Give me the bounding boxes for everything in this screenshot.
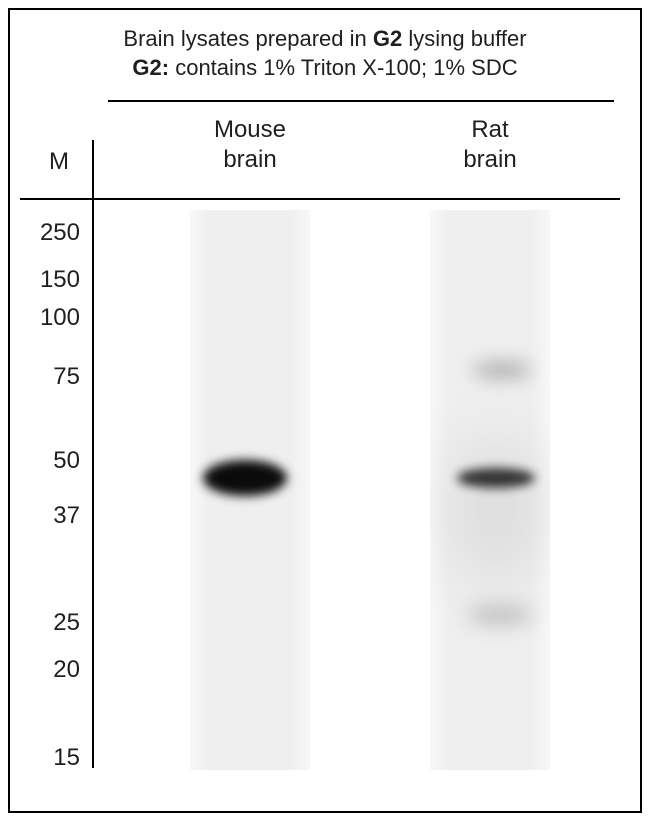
- marker-column-divider: [92, 140, 94, 768]
- marker-150: 150: [18, 266, 80, 294]
- lane-rat: [430, 210, 550, 770]
- lane-rat-band-0: [472, 361, 532, 379]
- marker-75: 75: [18, 363, 80, 391]
- header-line-1: Brain lysates prepared in G2 lysing buff…: [0, 26, 650, 52]
- marker-15: 15: [18, 744, 80, 772]
- lane-rat-band-1: [457, 468, 535, 488]
- marker-37: 37: [18, 502, 80, 530]
- lane-label-mouse-2: brain: [190, 146, 310, 174]
- figure-canvas: Brain lysates prepared in G2 lysing buff…: [0, 0, 650, 821]
- marker-column-label: M: [38, 148, 80, 176]
- marker-100: 100: [18, 304, 80, 332]
- header-line-2: G2: contains 1% Triton X-100; 1% SDC: [0, 55, 650, 81]
- header-line-1-post: lysing buffer: [402, 26, 526, 51]
- header-line-1-pre: Brain lysates prepared in: [123, 26, 372, 51]
- marker-50: 50: [18, 447, 80, 475]
- lane-rat-smudge: [446, 435, 546, 585]
- lane-mouse-band-0: [203, 460, 287, 496]
- marker-25: 25: [18, 609, 80, 637]
- lane-rat-band-2: [467, 606, 533, 624]
- marker-250: 250: [18, 219, 80, 247]
- lane-label-rat-1: Rat: [430, 116, 550, 144]
- header-rule: [108, 100, 614, 102]
- header-line-2-rest: contains 1% Triton X-100; 1% SDC: [169, 55, 518, 80]
- marker-column-label-text: M: [49, 148, 69, 175]
- lane-label-rat-2: brain: [430, 146, 550, 174]
- marker-20: 20: [18, 656, 80, 684]
- lane-mouse: [190, 210, 310, 770]
- header-line-1-bold: G2: [373, 26, 402, 51]
- header-line-2-bold: G2:: [132, 55, 169, 80]
- lane-header-rule: [20, 198, 620, 200]
- lane-label-mouse-1: Mouse: [190, 116, 310, 144]
